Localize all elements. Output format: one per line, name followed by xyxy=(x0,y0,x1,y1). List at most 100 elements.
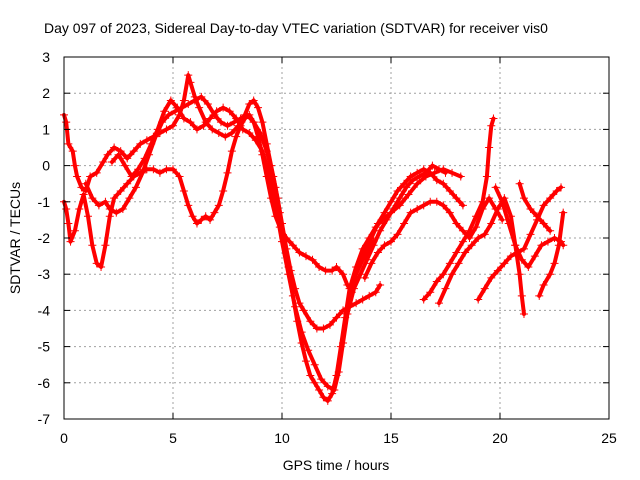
series-satellite-track-8 xyxy=(434,194,528,319)
series-satellite-track-6 xyxy=(360,194,507,282)
data-point-marker xyxy=(73,172,82,181)
data-point-marker xyxy=(97,262,106,271)
data-point-marker xyxy=(232,132,241,141)
data-point-marker xyxy=(332,262,341,271)
data-point-marker xyxy=(554,241,563,250)
data-point-marker xyxy=(493,266,502,275)
data-point-marker xyxy=(360,273,369,282)
data-point-marker xyxy=(258,147,267,156)
data-point-marker xyxy=(79,190,88,199)
series-line xyxy=(476,185,563,302)
data-point-marker xyxy=(197,92,206,101)
data-point-marker xyxy=(192,219,201,228)
data-point-marker xyxy=(354,262,363,271)
data-point-marker xyxy=(485,194,494,203)
data-point-marker xyxy=(125,194,134,203)
data-point-marker xyxy=(110,143,119,152)
data-point-marker xyxy=(552,186,561,195)
data-point-marker xyxy=(264,168,273,177)
data-point-marker xyxy=(179,96,188,105)
data-point-marker xyxy=(118,205,127,214)
data-point-marker xyxy=(70,161,79,170)
data-point-marker xyxy=(323,396,332,405)
data-point-marker xyxy=(480,230,489,239)
data-point-marker xyxy=(393,186,402,195)
data-point-marker xyxy=(543,237,552,246)
data-point-marker xyxy=(199,121,208,130)
data-point-marker xyxy=(297,328,306,337)
y-axis-label: SDTVAR / TECUs xyxy=(7,182,23,294)
data-point-marker xyxy=(105,205,114,214)
data-point-marker xyxy=(94,201,103,210)
data-point-marker xyxy=(519,244,528,253)
data-point-marker xyxy=(432,176,441,185)
data-point-marker xyxy=(506,252,515,261)
data-point-marker xyxy=(387,197,395,206)
data-point-marker xyxy=(107,157,116,166)
data-point-marker xyxy=(339,338,348,347)
data-point-marker xyxy=(278,237,286,246)
y-tick-label: -1 xyxy=(38,194,51,210)
data-point-marker xyxy=(428,161,437,170)
data-point-marker xyxy=(212,107,221,116)
data-point-marker xyxy=(546,270,555,279)
data-point-marker xyxy=(478,197,487,206)
data-point-marker xyxy=(445,186,454,195)
data-point-marker xyxy=(434,299,443,308)
data-point-marker xyxy=(214,201,223,210)
data-point-marker xyxy=(465,226,474,235)
data-point-marker xyxy=(319,324,328,333)
data-point-marker xyxy=(92,259,101,268)
x-tick-label: 10 xyxy=(274,430,290,446)
data-point-marker xyxy=(179,186,188,195)
data-point-marker xyxy=(498,215,507,224)
data-point-marker xyxy=(99,157,108,166)
data-point-marker xyxy=(232,114,241,123)
data-point-marker xyxy=(456,172,465,181)
data-point-marker xyxy=(419,201,428,210)
data-point-marker xyxy=(559,208,568,217)
data-point-marker xyxy=(225,107,234,116)
data-point-marker xyxy=(221,132,230,141)
data-point-marker xyxy=(147,139,156,148)
data-point-marker xyxy=(140,154,149,163)
data-point-marker xyxy=(251,136,260,145)
data-point-marker xyxy=(325,320,334,329)
data-point-marker xyxy=(86,172,95,181)
data-point-marker xyxy=(406,208,415,217)
y-tick-label: 0 xyxy=(42,158,50,174)
data-point-marker xyxy=(480,284,489,293)
data-point-marker xyxy=(149,165,158,174)
data-point-marker xyxy=(323,382,332,391)
data-point-marker xyxy=(83,212,92,221)
series-line xyxy=(493,185,566,269)
data-point-marker xyxy=(88,194,97,203)
data-point-marker xyxy=(539,281,548,290)
data-point-marker xyxy=(445,259,454,268)
data-point-marker xyxy=(380,208,389,217)
data-point-marker xyxy=(393,230,402,239)
data-point-marker xyxy=(452,248,461,257)
data-point-marker xyxy=(472,223,481,232)
data-point-marker xyxy=(284,270,293,279)
data-point-marker xyxy=(489,114,498,123)
data-point-marker xyxy=(474,295,483,304)
data-point-marker xyxy=(360,248,369,257)
data-point-marker xyxy=(308,255,317,264)
series-satellite-track-11 xyxy=(535,208,568,300)
data-point-marker xyxy=(339,270,348,279)
data-point-marker xyxy=(131,183,140,192)
data-point-marker xyxy=(332,313,341,322)
data-point-marker xyxy=(356,270,365,279)
data-point-marker xyxy=(369,241,378,250)
data-point-marker xyxy=(223,121,232,130)
data-point-marker xyxy=(380,241,389,250)
data-point-marker xyxy=(526,205,535,214)
data-point-marker xyxy=(208,125,217,134)
data-point-marker xyxy=(339,306,348,315)
data-point-marker xyxy=(88,241,97,250)
y-tick-label: -6 xyxy=(38,375,51,391)
data-point-marker xyxy=(110,194,119,203)
data-series-layer xyxy=(60,71,568,405)
